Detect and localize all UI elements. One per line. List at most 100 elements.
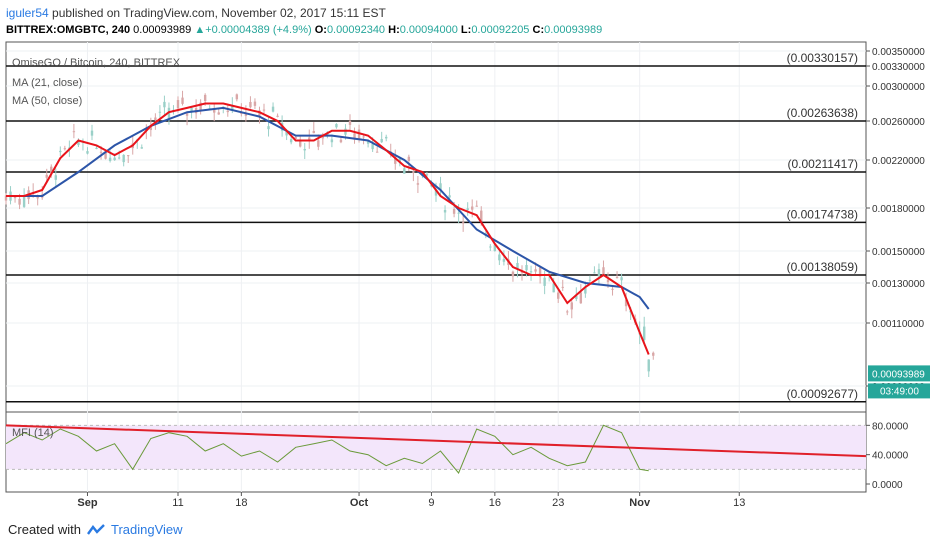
- legend-title: OmiseGO / Bitcoin, 240, BITTREX: [12, 57, 181, 69]
- level-label: (0.00174738): [787, 207, 858, 221]
- level-label: (0.00138059): [787, 260, 858, 274]
- mfi-tick-label: 40.0000: [872, 451, 909, 462]
- mfi-band-rect: [6, 425, 866, 470]
- author-link[interactable]: iguler54: [6, 6, 49, 20]
- candle-body: [149, 126, 153, 131]
- candle-body: [624, 299, 628, 307]
- mfi-tick-label: 80.0000: [872, 421, 909, 432]
- candle-body: [461, 222, 465, 224]
- candle-body: [276, 115, 279, 117]
- price-tick-label: 0.00180000: [872, 204, 925, 215]
- candle-body: [452, 208, 456, 214]
- candle-body: [448, 195, 451, 198]
- mfi-band: [6, 424, 866, 470]
- candle-body: [226, 110, 229, 113]
- candle-body: [271, 106, 275, 112]
- mfi-tick-label: 0.0000: [872, 480, 903, 491]
- candle-body: [597, 269, 601, 277]
- candle-body: [117, 157, 121, 159]
- price-tick-label: 0.00110000: [872, 319, 925, 330]
- candle-body: [181, 97, 184, 104]
- mfi-trendline: [5, 424, 867, 458]
- candle-body: [217, 112, 220, 115]
- up-arrow-icon: ▲: [194, 24, 206, 36]
- candle-body: [54, 175, 57, 180]
- candle-body: [267, 126, 270, 130]
- legend-ma21[interactable]: MA (21, close): [12, 77, 82, 89]
- open-label: O:: [314, 24, 327, 36]
- candle-body: [213, 109, 216, 113]
- candle-body: [63, 148, 67, 150]
- candle-body: [615, 277, 619, 279]
- candle-body: [471, 206, 474, 210]
- footer: Created with TradingView: [8, 522, 183, 537]
- candle-body: [72, 131, 76, 133]
- candle-body: [371, 143, 374, 150]
- candle-body: [253, 101, 257, 106]
- candle-body: [525, 264, 528, 271]
- candle-body: [434, 189, 438, 196]
- candle-body: [108, 157, 112, 161]
- created-with: Created with: [8, 522, 81, 537]
- candle-body: [127, 155, 130, 157]
- candle-body: [18, 198, 21, 205]
- candle-body: [122, 154, 125, 163]
- price-tick-label: 0.00350000: [872, 47, 925, 58]
- price-tick-label: 0.00300000: [872, 82, 925, 93]
- candle-body: [99, 151, 103, 153]
- level-label: (0.00092677): [787, 387, 858, 401]
- candle-body: [308, 137, 311, 140]
- candle-body: [403, 168, 406, 174]
- price-tick-label: 0.00220000: [872, 156, 925, 167]
- price-chart[interactable]: (0.00330157) (0.00263638) (0.00211417) (0.0…: [0, 0, 932, 520]
- candle-body: [77, 141, 80, 146]
- candle-body: [606, 279, 610, 283]
- price-axis[interactable]: 0.00350000 0.00330000 0.00300000 0.00260000…: [866, 47, 925, 393]
- price-tick-label: 0.00130000: [872, 279, 925, 290]
- candle-body: [244, 113, 248, 116]
- candle-body: [538, 267, 542, 277]
- candle-body: [22, 197, 26, 207]
- candle-body: [398, 158, 401, 162]
- time-tick-label: Nov: [629, 497, 651, 509]
- candle-body: [86, 151, 89, 154]
- candle-body: [543, 277, 546, 286]
- candle-body: [185, 113, 189, 116]
- candle-body: [113, 157, 116, 161]
- last-price-badge-text: 0.00093989: [872, 369, 925, 380]
- publish-header: iguler54 published on TradingView.com, N…: [6, 6, 386, 20]
- candles: [4, 90, 655, 377]
- mfi-axis[interactable]: 80.0000 40.0000 0.0000: [866, 421, 909, 491]
- time-axis[interactable]: Sep 11 18 Oct 9 16 23 Nov 13: [77, 492, 745, 509]
- time-tick-label: 18: [235, 497, 247, 509]
- candle-body: [611, 288, 614, 290]
- candle-body: [36, 195, 39, 199]
- candle-body: [231, 106, 234, 110]
- tradingview-link[interactable]: TradingView: [110, 522, 183, 537]
- candle-body: [502, 259, 506, 262]
- candle-body: [529, 271, 533, 273]
- candle-body: [289, 139, 293, 143]
- legend-mfi[interactable]: MFI (14): [12, 427, 54, 439]
- close-label: C:: [532, 24, 545, 36]
- candle-body: [489, 246, 492, 248]
- candle-body: [104, 151, 107, 159]
- level-label: (0.00211417): [788, 157, 859, 171]
- candle-body: [647, 359, 650, 372]
- legend-ma50[interactable]: MA (50, close): [12, 95, 82, 107]
- candle-body: [570, 302, 573, 310]
- time-tick-label: 13: [733, 497, 745, 509]
- candle-body: [203, 94, 207, 102]
- time-tick-label: 11: [172, 497, 183, 509]
- last-price: 0.00093989: [133, 24, 192, 36]
- level-label: (0.00263638): [787, 106, 858, 120]
- time-tick-label: 16: [489, 497, 501, 509]
- candle-body: [575, 295, 578, 300]
- candle-body: [50, 166, 53, 174]
- candle-body: [552, 283, 555, 293]
- high-value: 0.00094000: [399, 24, 458, 36]
- candle-body: [643, 326, 646, 341]
- candle-body: [593, 272, 596, 274]
- candle-body: [59, 150, 62, 153]
- candle-body: [317, 140, 320, 147]
